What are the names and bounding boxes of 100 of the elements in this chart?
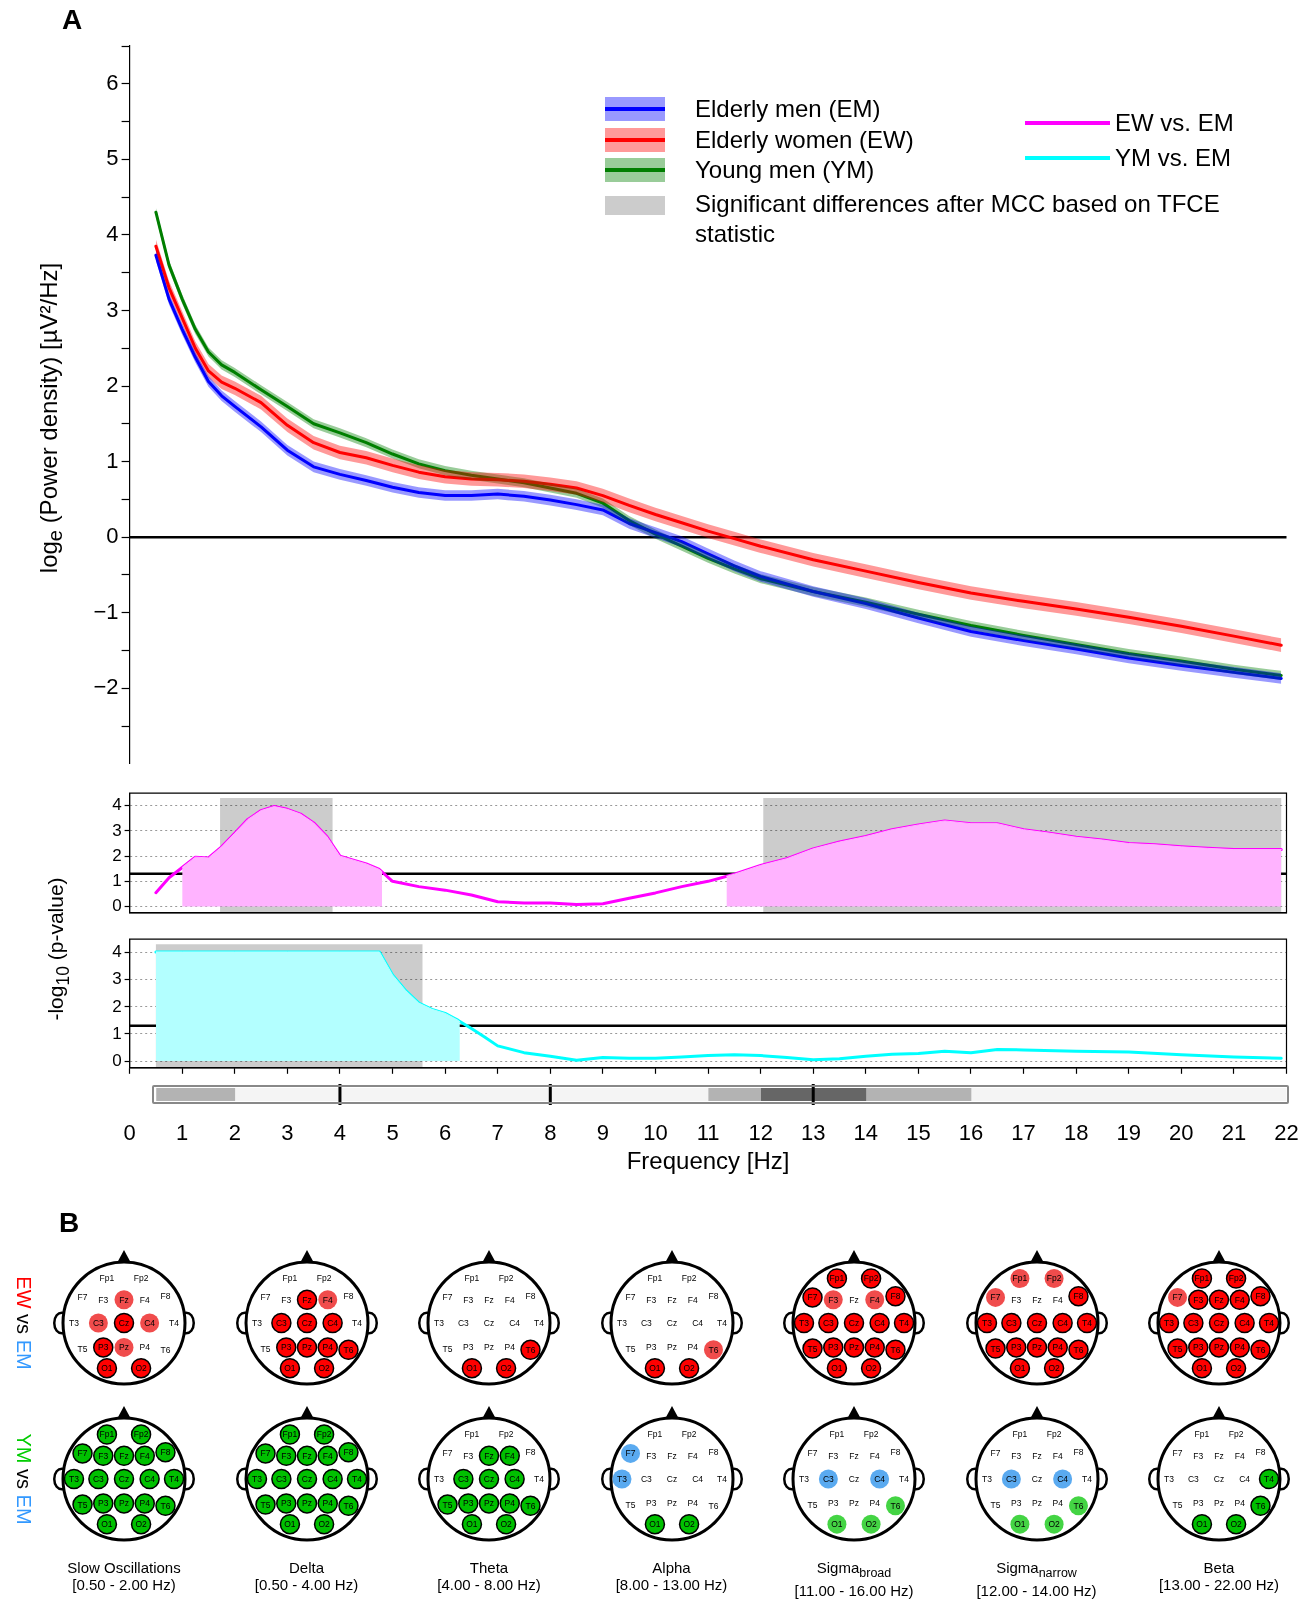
category-label: T6	[708, 1500, 719, 1511]
category-label: Fp1	[99, 1273, 115, 1284]
legend-label: Young men (YM)	[695, 155, 875, 185]
category-label: T3	[799, 1318, 810, 1328]
x-tick-label: 2	[228, 1120, 241, 1146]
category-label: F8	[890, 1447, 901, 1458]
category-label: F8	[525, 1447, 536, 1458]
category-label: T3	[616, 1474, 627, 1484]
x-tick-label: 22	[1274, 1120, 1299, 1146]
category-label: C4	[691, 1318, 703, 1328]
legend-label: Elderly women (EW)	[695, 124, 914, 155]
category-label: C4	[144, 1318, 156, 1328]
category-label: Fz	[1214, 1450, 1224, 1461]
category-label: O1	[101, 1519, 113, 1530]
category-label: O2	[317, 1363, 330, 1374]
category-label: P4	[1052, 1498, 1063, 1509]
category-label: T5	[260, 1343, 271, 1354]
category-label: O1	[466, 1363, 478, 1374]
category-label: P3	[98, 1498, 109, 1509]
category-label: C4	[1239, 1474, 1251, 1484]
category-label: T6	[708, 1344, 719, 1355]
category-label: T3	[251, 1474, 262, 1484]
category-label: O1	[1196, 1363, 1208, 1374]
x-tick-label: 20	[1169, 1120, 1194, 1146]
category-label: F3	[98, 1294, 109, 1305]
category-label: T4	[716, 1318, 727, 1328]
category-label: F4	[1052, 1450, 1063, 1461]
category-label: Fp1	[1012, 1429, 1028, 1440]
category-label: F3	[280, 1450, 291, 1461]
category-label: C3	[1005, 1474, 1017, 1484]
category-label: F3	[828, 1294, 839, 1305]
category-label: F8	[708, 1447, 719, 1458]
x-tick-label: 10	[643, 1120, 668, 1146]
category-label: C3	[1187, 1318, 1200, 1328]
category-label: Cz	[301, 1474, 312, 1484]
category-label: Fp2	[863, 1429, 879, 1440]
category-label: Pz	[1214, 1342, 1224, 1353]
category-label: P4	[1052, 1342, 1063, 1353]
category-label: P4	[687, 1342, 698, 1353]
category-label: F8	[1073, 1291, 1084, 1302]
category-label: Fz	[484, 1294, 494, 1305]
category-label: Cz	[483, 1474, 495, 1484]
category-label: T6	[890, 1344, 901, 1355]
category-label: F3	[828, 1450, 839, 1461]
y-tick-label: 2	[112, 845, 122, 865]
text: [13.00 - 22.00 Hz)	[1157, 1576, 1281, 1593]
x-tick-label: 16	[958, 1120, 984, 1146]
category-label: O2	[500, 1363, 513, 1374]
category-label: C3	[457, 1474, 470, 1484]
x-tick-label: 9	[596, 1120, 609, 1146]
category-label: F4	[322, 1450, 333, 1461]
category-label: Cz	[848, 1318, 860, 1328]
category-label: T5	[807, 1343, 818, 1354]
category-label: T3	[1164, 1474, 1175, 1484]
y-tick-label: 5	[106, 145, 119, 171]
category-label: C3	[1005, 1318, 1017, 1328]
category-label: Fp1	[1194, 1429, 1210, 1440]
category-label: T5	[442, 1343, 453, 1354]
category-label: F8	[343, 1291, 354, 1302]
category-label: Fz	[1031, 1294, 1042, 1305]
category-label: T4	[1081, 1474, 1092, 1484]
category-label: O1	[831, 1363, 843, 1374]
category-label: F7	[990, 1292, 1001, 1303]
category-label: O1	[648, 1363, 661, 1374]
text: B	[59, 1207, 80, 1239]
category-label: C4	[509, 1474, 521, 1484]
category-label: T6	[1255, 1500, 1266, 1511]
category-label: Pz	[1214, 1498, 1224, 1509]
category-label: C4	[326, 1318, 338, 1328]
category-label: Fp1	[829, 1273, 845, 1284]
category-label: T3	[981, 1474, 992, 1484]
category-label: C4	[691, 1474, 703, 1484]
category-label: F4	[869, 1450, 880, 1461]
y-tick-label: 2	[112, 996, 122, 1016]
category-label: Fz	[666, 1294, 677, 1305]
category-label: P4	[869, 1342, 881, 1353]
category-label: F7	[1172, 1448, 1183, 1459]
category-label: T6	[525, 1500, 536, 1511]
category-label: Fz	[119, 1450, 129, 1461]
category-label: C3	[640, 1318, 652, 1328]
category-label: F8	[1255, 1447, 1266, 1458]
x-tick-label: 18	[1063, 1120, 1089, 1146]
category-label: Fp1	[99, 1429, 115, 1440]
category-label: P3	[1193, 1342, 1204, 1353]
text: Slow Oscillations	[66, 1559, 182, 1576]
x-tick-label: 14	[853, 1120, 879, 1146]
x-tick-label: 11	[696, 1120, 720, 1146]
category-label: T6	[1073, 1500, 1084, 1511]
y-tick-label: 2	[106, 372, 119, 398]
category-label: Fz	[301, 1294, 312, 1305]
text: [4.00 - 8.00 Hz)	[436, 1576, 542, 1593]
category-label: F4	[322, 1294, 333, 1305]
text: Beta	[1202, 1559, 1236, 1576]
category-label: F8	[1255, 1291, 1266, 1302]
category-label: T3	[616, 1318, 627, 1328]
x-tick-label: 7	[491, 1120, 504, 1146]
y-tick-label: 6	[106, 69, 119, 95]
category-label: F3	[1193, 1294, 1204, 1305]
y-tick-label: 4	[106, 220, 119, 246]
text: YM vs EM	[13, 1433, 35, 1525]
